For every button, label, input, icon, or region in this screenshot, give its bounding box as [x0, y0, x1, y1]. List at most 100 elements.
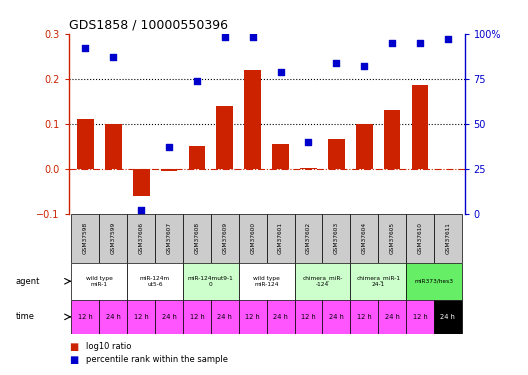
Bar — [211, 300, 239, 334]
Point — [81, 45, 90, 51]
Bar — [350, 262, 406, 300]
Bar — [211, 214, 239, 262]
Bar — [350, 300, 378, 334]
Text: GSM37601: GSM37601 — [278, 222, 283, 254]
Bar — [434, 300, 462, 334]
Text: 24 h: 24 h — [162, 314, 176, 320]
Bar — [356, 124, 373, 169]
Bar — [406, 262, 462, 300]
Bar — [323, 214, 350, 262]
Bar — [378, 300, 406, 334]
Text: 24 h: 24 h — [273, 314, 288, 320]
Text: 12 h: 12 h — [134, 314, 148, 320]
Text: 24 h: 24 h — [385, 314, 400, 320]
Bar — [155, 214, 183, 262]
Point — [137, 207, 145, 213]
Text: 12 h: 12 h — [78, 314, 93, 320]
Bar — [267, 300, 295, 334]
Bar — [77, 119, 94, 169]
Text: 12 h: 12 h — [357, 314, 372, 320]
Bar — [378, 214, 406, 262]
Point — [332, 60, 341, 66]
Bar — [127, 214, 155, 262]
Bar — [272, 144, 289, 169]
Text: agent: agent — [16, 277, 40, 286]
Text: GSM37609: GSM37609 — [222, 222, 228, 254]
Bar — [133, 169, 149, 196]
Bar — [239, 214, 267, 262]
Bar — [183, 262, 239, 300]
Text: GSM37604: GSM37604 — [362, 222, 367, 254]
Text: miR-124mut9-1
0: miR-124mut9-1 0 — [188, 276, 234, 286]
Text: 24 h: 24 h — [440, 314, 455, 320]
Text: GSM37600: GSM37600 — [250, 222, 255, 254]
Bar — [300, 168, 317, 169]
Bar — [127, 300, 155, 334]
Bar — [295, 300, 323, 334]
Text: 12 h: 12 h — [190, 314, 204, 320]
Text: GSM37608: GSM37608 — [194, 222, 200, 254]
Text: ■: ■ — [69, 342, 78, 352]
Text: miR373/hes3: miR373/hes3 — [414, 279, 454, 284]
Bar — [350, 214, 378, 262]
Text: GSM37603: GSM37603 — [334, 222, 339, 254]
Bar — [188, 146, 205, 169]
Point — [360, 63, 369, 69]
Point — [276, 69, 285, 75]
Bar — [328, 140, 345, 169]
Text: GSM37610: GSM37610 — [418, 222, 422, 254]
Text: chimera_miR-
-124: chimera_miR- -124 — [302, 276, 343, 287]
Text: GSM37606: GSM37606 — [139, 222, 144, 254]
Bar — [99, 214, 127, 262]
Text: wild type
miR-1: wild type miR-1 — [86, 276, 113, 286]
Point — [444, 36, 452, 42]
Point — [165, 144, 173, 150]
Bar — [71, 214, 99, 262]
Bar — [105, 124, 121, 169]
Text: ■: ■ — [69, 355, 78, 365]
Bar — [183, 214, 211, 262]
Text: GSM37598: GSM37598 — [83, 222, 88, 254]
Bar — [183, 300, 211, 334]
Bar — [127, 262, 183, 300]
Point — [193, 78, 201, 84]
Text: 12 h: 12 h — [246, 314, 260, 320]
Bar — [71, 262, 127, 300]
Text: 24 h: 24 h — [218, 314, 232, 320]
Bar — [406, 300, 434, 334]
Bar — [239, 300, 267, 334]
Text: GSM37599: GSM37599 — [111, 222, 116, 254]
Text: 12 h: 12 h — [413, 314, 427, 320]
Bar — [323, 300, 350, 334]
Point — [304, 139, 313, 145]
Text: GSM37602: GSM37602 — [306, 222, 311, 254]
Text: 12 h: 12 h — [301, 314, 316, 320]
Text: miR-124m
ut5-6: miR-124m ut5-6 — [140, 276, 170, 286]
Point — [109, 54, 118, 60]
Bar — [267, 214, 295, 262]
Bar — [99, 300, 127, 334]
Bar — [155, 300, 183, 334]
Bar — [406, 214, 434, 262]
Point — [249, 34, 257, 40]
Point — [416, 40, 424, 46]
Text: 24 h: 24 h — [106, 314, 121, 320]
Text: log10 ratio: log10 ratio — [86, 342, 131, 351]
Text: GDS1858 / 10000550396: GDS1858 / 10000550396 — [69, 18, 228, 31]
Bar — [71, 300, 99, 334]
Bar — [295, 214, 323, 262]
Bar — [434, 214, 462, 262]
Bar — [244, 70, 261, 169]
Bar — [216, 106, 233, 169]
Text: GSM37611: GSM37611 — [446, 222, 450, 254]
Text: GSM37605: GSM37605 — [390, 222, 394, 254]
Text: 24 h: 24 h — [329, 314, 344, 320]
Text: GSM37607: GSM37607 — [166, 222, 172, 254]
Bar — [239, 262, 295, 300]
Text: percentile rank within the sample: percentile rank within the sample — [86, 356, 228, 364]
Text: wild type
miR-124: wild type miR-124 — [253, 276, 280, 286]
Point — [388, 40, 397, 46]
Bar — [384, 110, 401, 169]
Bar — [295, 262, 350, 300]
Point — [221, 34, 229, 40]
